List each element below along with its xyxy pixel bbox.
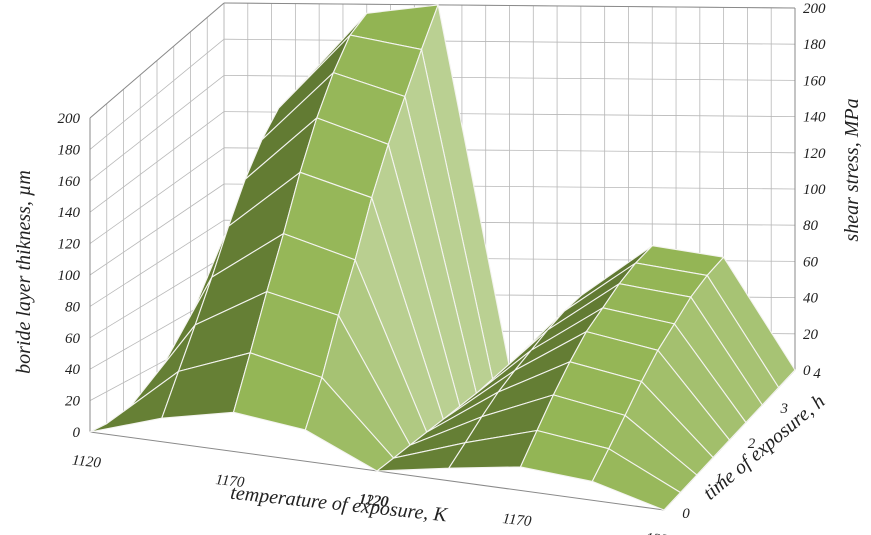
surface-plot [89,4,796,511]
z-tick-left: 140 [58,205,81,221]
z-tick-right: 200 [803,1,826,17]
z-tick-left: 180 [58,142,81,158]
y-tick-label: 4 [813,366,821,382]
z-tick-left: 20 [65,394,81,410]
z-tick-right: 80 [803,218,819,234]
x-tick-label: 1120 [71,453,102,472]
y-tick-label: 1 [715,471,723,487]
z-tick-left: 160 [58,174,81,190]
z-tick-left: 200 [58,111,81,127]
z-tick-left: 60 [65,331,81,347]
z-tick-right: 0 [803,363,811,379]
z-tick-right: 140 [803,110,826,126]
z-tick-right: 180 [803,37,826,53]
x-tick-label: 1170 [215,472,246,491]
axis-frame [223,2,796,9]
y-tick-label: 3 [780,401,789,417]
z-tick-right: 160 [803,73,826,89]
x-tick-label: 1170 [502,511,533,530]
z-tick-right: 120 [803,146,826,162]
y-tick-label: 0 [682,506,690,522]
z-tick-left: 40 [65,362,81,378]
tick-labels: 0204060801001201401601802000204060801001… [58,1,827,535]
x-axis-label: temperature of exposure, K [229,482,449,527]
z-tick-left: 0 [73,425,81,441]
z-axis-label-left: boride layer thikness, µm [13,170,35,374]
z-axis-label-right: shear stress, MPa [841,98,863,241]
z-tick-left: 120 [58,237,81,253]
z-tick-right: 60 [803,254,819,270]
z-tick-right: 40 [803,291,819,307]
surface-facet [591,448,681,511]
z-tick-left: 80 [65,299,81,315]
y-tick-label: 2 [748,436,756,452]
x-tick-label: 1120 [358,492,389,511]
z-tick-right: 20 [803,327,819,343]
axis-frame [89,2,225,119]
x-tick-label: 1220 [645,530,677,535]
x-tick-label: 1220 [358,491,390,510]
z-tick-right: 100 [803,182,826,198]
z-tick-left: 100 [58,268,81,284]
